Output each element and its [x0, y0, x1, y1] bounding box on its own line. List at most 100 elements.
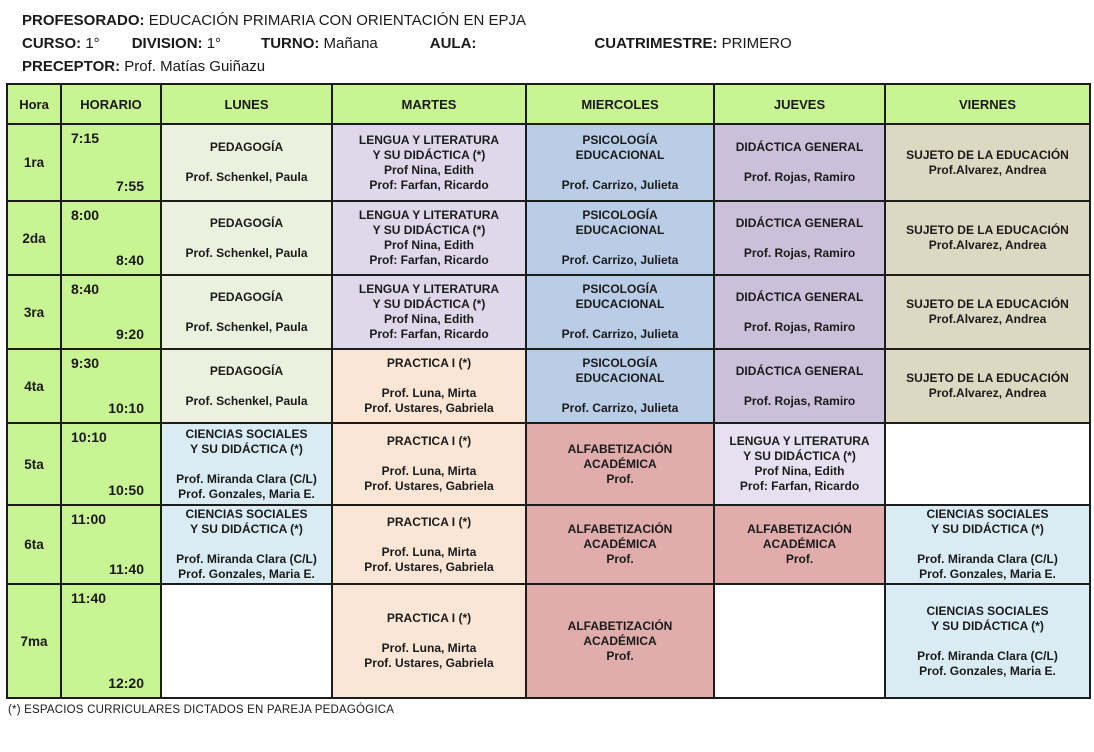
column-header: VIERNES: [884, 83, 1091, 125]
schedule-cell: LENGUA Y LITERATURA Y SU DIDÁCTICA (*) Pro…: [713, 422, 886, 506]
column-header: HORARIO: [60, 83, 162, 125]
schedule-cell: DIDÁCTICA GENERAL Prof. Rojas, Ramiro: [713, 123, 886, 202]
timetable-row: 7ma 11:40 12:20 PRACTICA I (*) Prof. Luna, …: [6, 583, 1091, 699]
blank-line: [716, 155, 883, 170]
schedule-cell-line: PSICOLOGÍA: [582, 282, 658, 296]
schedule-cell-line: Prof. Miranda Clara (C/L): [176, 471, 317, 486]
schedule-cell-line: Prof. Luna, Mirta: [381, 386, 477, 400]
schedule-cell-line: ALFABETIZACIÓN: [747, 522, 852, 536]
schedule-cell-line: EDUCACIONAL: [575, 223, 665, 237]
schedule-cell-line: Prof. Ustares, Gabriela: [364, 559, 494, 574]
blank-line: [716, 379, 883, 394]
schedule-cell-line: Y SU DIDÁCTICA (*): [190, 441, 303, 456]
start-time: 10:10: [71, 429, 107, 445]
timetable-row: 2da 8:00 8:40 PEDAGOGÍA Prof. Schenkel, Pau…: [6, 200, 1091, 276]
schedule-cell: CIENCIAS SOCIALES Y SU DIDÁCTICA (*) Prof…: [160, 422, 333, 506]
preceptor-label: PRECEPTOR:: [22, 58, 121, 75]
schedule-cell: ALFABETIZACIÓN ACADÉMICA Prof.: [525, 504, 715, 585]
schedule-cell-line: ACADÉMICA: [583, 633, 657, 648]
time-range-cell: 11:40 12:20: [60, 583, 162, 699]
schedule-cell: ALFABETIZACIÓN ACADÉMICA Prof.: [525, 422, 715, 506]
schedule-cell-line: PRACTICA I (*): [386, 356, 472, 370]
schedule-cell-line: CIENCIAS SOCIALES: [926, 507, 1049, 521]
cuatrimestre-field: CUATRIMESTRE: PRIMERO: [594, 35, 792, 52]
schedule-cell-line: Prof: Farfan, Ricardo: [369, 253, 489, 267]
schedule-cell-line: Prof. Ustares, Gabriela: [364, 479, 494, 493]
column-header: Hora: [6, 83, 62, 125]
schedule-cell: PSICOLOGÍA EDUCACIONAL Prof. Carrizo, Jul…: [525, 348, 715, 424]
blank-line: [163, 155, 330, 170]
schedule-cell: PRACTICA I (*) Prof. Luna, Mirta Prof. Us…: [331, 422, 527, 506]
schedule-cell-line: Prof.Alvarez, Andrea: [928, 386, 1047, 400]
schedule-cell-line: Prof. Schenkel, Paula: [185, 319, 308, 334]
schedule-cell-line: ACADÉMICA: [762, 537, 837, 551]
schedule-cell-line: DIDÁCTICA GENERAL: [735, 289, 864, 304]
start-time: 9:30: [71, 355, 100, 371]
division-field: DIVISION: 1°: [131, 35, 222, 52]
end-time: 11:40: [108, 561, 144, 577]
timetable: Hora HORARIO LUNES MARTES MIERCOLES JUEVES VIE…: [6, 83, 1091, 699]
blank-line: [716, 231, 883, 246]
schedule-cell-line: PSICOLOGÍA: [582, 356, 658, 370]
schedule-cell-line: Prof. Miranda Clara (C/L): [917, 648, 1058, 663]
schedule-cell-line: Prof. Schenkel, Paula: [185, 393, 308, 408]
time-range-cell: 11:00 11:40: [60, 504, 162, 585]
blank-line: [528, 163, 712, 178]
schedule-cell-line: Prof. Gonzales, Maria E.: [178, 486, 315, 501]
schedule-cell-line: Prof.: [606, 552, 634, 566]
schedule-cell: PRACTICA I (*) Prof. Luna, Mirta Prof. Us…: [331, 348, 527, 424]
end-time: 10:10: [108, 400, 144, 416]
schedule-cell-line: Prof.Alvarez, Andrea: [928, 238, 1047, 252]
schedule-cell-line: Prof. Miranda Clara (C/L): [176, 552, 317, 566]
blank-line: [887, 634, 1088, 649]
schedule-cell-line: Prof. Schenkel, Paula: [185, 170, 308, 184]
schedule-cell: SUJETO DE LA EDUCACIÓN Prof.Alvarez, Andr…: [884, 274, 1091, 350]
schedule-cell-line: Prof. Carrizo, Julieta: [561, 401, 679, 415]
preceptor-value: Prof. Matías Guiñazu: [124, 58, 266, 75]
schedule-cell-line: Y SU DIDÁCTICA (*): [372, 147, 486, 162]
schedule-cell-line: ALFABETIZACIÓN: [567, 522, 673, 536]
schedule-cell-line: Y SU DIDÁCTICA (*): [372, 297, 486, 311]
schedule-cell-line: LENGUA Y LITERATURA: [729, 434, 870, 448]
schedule-cell-line: Prof Nina, Edith: [754, 464, 845, 478]
schedule-cell-line: Prof. Miranda Clara (C/L): [917, 552, 1058, 566]
schedule-cell-line: SUJETO DE LA EDUCACIÓN: [906, 223, 1069, 237]
schedule-cell-line: Prof. Luna, Mirta: [381, 544, 477, 559]
schedule-cell: SUJETO DE LA EDUCACIÓN Prof.Alvarez, Andr…: [884, 200, 1091, 276]
schedule-cell-line: SUJETO DE LA EDUCACIÓN: [906, 297, 1069, 311]
timetable-row: 6ta 11:00 11:40 CIENCIAS SOCIALES Y SU DIDÁC…: [6, 504, 1091, 585]
time-range-cell: 7:15 7:55: [60, 123, 162, 202]
preceptor-line: PRECEPTOR: Prof. Matías Guiñazu: [22, 55, 1094, 78]
period-label: 1ra: [6, 123, 62, 202]
period-label: 3ra: [6, 274, 62, 350]
schedule-document: PROFESORADO: EDUCACIÓN PRIMARIA CON ORIE…: [6, 9, 1094, 716]
schedule-cell: PRACTICA I (*) Prof. Luna, Mirta Prof. Us…: [331, 504, 527, 585]
period-label: 6ta: [6, 504, 62, 585]
schedule-cell-line: ALFABETIZACIÓN: [567, 441, 673, 456]
end-time: 8:40: [115, 252, 144, 268]
blank-line: [887, 537, 1088, 552]
start-time: 8:00: [71, 207, 100, 223]
time-range-cell: 8:40 9:20: [60, 274, 162, 350]
schedule-cell: DIDÁCTICA GENERAL Prof. Rojas, Ramiro: [713, 274, 886, 350]
schedule-cell-line: Prof. Ustares, Gabriela: [364, 656, 494, 670]
blank-line: [528, 238, 712, 253]
schedule-cell: [713, 583, 886, 699]
blank-line: [716, 305, 883, 320]
schedule-cell-line: ACADÉMICA: [583, 456, 657, 471]
blank-line: [334, 371, 524, 386]
schedule-cell-line: Y SU DIDÁCTICA (*): [931, 618, 1044, 633]
schedule-cell: LENGUA Y LITERATURA Y SU DIDÁCTICA (*) Pro…: [331, 274, 527, 350]
schedule-cell-line: LENGUA Y LITERATURA: [358, 208, 500, 222]
schedule-cell-line: Prof. Luna, Mirta: [381, 641, 477, 655]
time-range-cell: 10:10 10:50: [60, 422, 162, 506]
schedule-cell-line: Prof: Farfan, Ricardo: [739, 479, 860, 493]
schedule-cell: DIDÁCTICA GENERAL Prof. Rojas, Ramiro: [713, 200, 886, 276]
profesorado-line: PROFESORADO: EDUCACIÓN PRIMARIA CON ORIE…: [22, 9, 1094, 32]
schedule-cell-line: Prof. Carrizo, Julieta: [561, 327, 679, 341]
schedule-cell-line: Prof.Alvarez, Andrea: [928, 312, 1047, 326]
schedule-cell-line: EDUCACIONAL: [575, 147, 665, 162]
column-header: LUNES: [160, 83, 333, 125]
schedule-cell-line: ALFABETIZACIÓN: [567, 618, 673, 633]
schedule-cell: LENGUA Y LITERATURA Y SU DIDÁCTICA (*) Pro…: [331, 123, 527, 202]
